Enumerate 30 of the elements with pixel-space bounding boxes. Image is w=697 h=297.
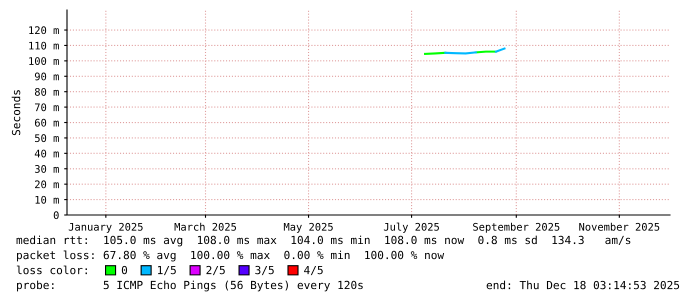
y-tick-label: 10 m bbox=[36, 196, 59, 204]
y-tick-label: 60 m bbox=[34, 118, 59, 127]
y-tick-label: 120 m bbox=[29, 26, 59, 34]
y-tick-label: 80 m bbox=[34, 88, 59, 96]
text: median rtt: 105.0 ms avg 108.0 ms max 104.0 ms min 108.0 ms now 0.8 ms sd 134.3 am/s bbox=[16, 236, 630, 246]
y-tick-label: 50 m bbox=[35, 134, 59, 142]
text: end: Thu Dec 18 03:14:53 2025 bbox=[486, 280, 680, 290]
legend-label: 3/5 bbox=[255, 266, 274, 276]
legend-label: 0 bbox=[122, 266, 128, 274]
text: loss color: bbox=[16, 266, 87, 274]
y-axis-title: Seconds bbox=[12, 90, 20, 136]
y-tick-label: 30 m bbox=[34, 165, 59, 173]
x-tick-label: May 2025 bbox=[284, 222, 333, 233]
y-tick-label: 20 m bbox=[35, 180, 59, 188]
y-tick-label: 90 m bbox=[34, 72, 59, 80]
legend-label: 1/5 bbox=[158, 266, 176, 276]
y-tick-label: 0 bbox=[54, 211, 59, 220]
x-tick-label: March 2025 bbox=[174, 222, 236, 231]
legend-label: 2/5 bbox=[206, 266, 225, 276]
y-tick-label: 110 m bbox=[29, 42, 59, 50]
x-tick-label: September 2025 bbox=[473, 222, 560, 233]
y-tick-label: 40 m bbox=[34, 150, 59, 158]
y-tick-label: 70 m bbox=[34, 103, 59, 112]
text: probe: 5 ICMP Echo Pings (56 Bytes) every 120s bbox=[17, 280, 363, 292]
x-tick-label: November 2025 bbox=[579, 222, 660, 231]
x-tick-label: January 2025 bbox=[68, 222, 143, 233]
text: packet loss: 67.80 % avg 100.00 % max 0.00 % min 100.00 % now bbox=[17, 250, 444, 262]
legend-label: 4/5 bbox=[304, 266, 323, 276]
x-tick-label: July 2025 bbox=[384, 222, 439, 233]
y-tick-label: 100 m bbox=[29, 57, 59, 65]
